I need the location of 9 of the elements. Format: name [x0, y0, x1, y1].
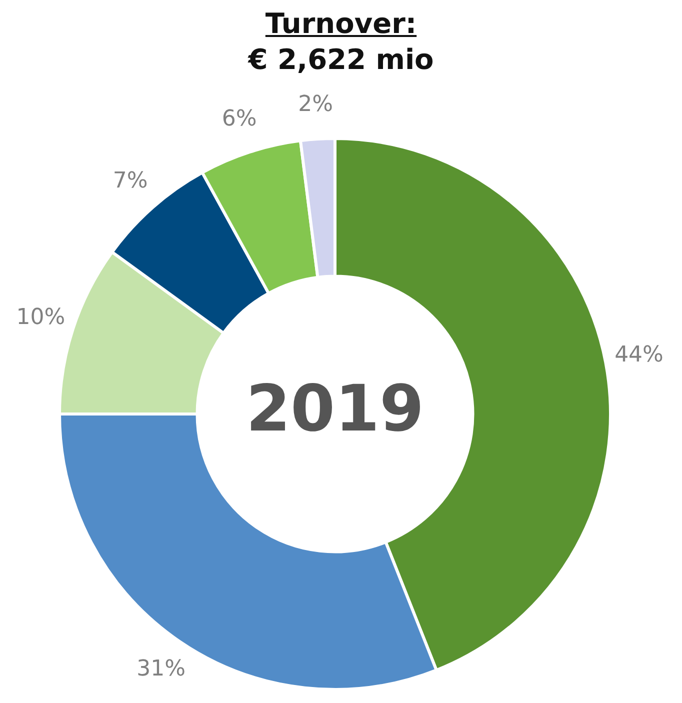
- data-label: 10%: [16, 305, 66, 330]
- data-label: 44%: [614, 342, 664, 368]
- chart-subtitle: € 2,622 mio: [246, 42, 435, 78]
- text: 2019: [246, 372, 424, 447]
- chart-title: Turnover:: [264, 6, 418, 42]
- data-label: 31%: [136, 656, 186, 682]
- data-label: 7%: [112, 168, 148, 194]
- data-label: 6%: [222, 106, 257, 132]
- data-label: 2%: [298, 92, 334, 117]
